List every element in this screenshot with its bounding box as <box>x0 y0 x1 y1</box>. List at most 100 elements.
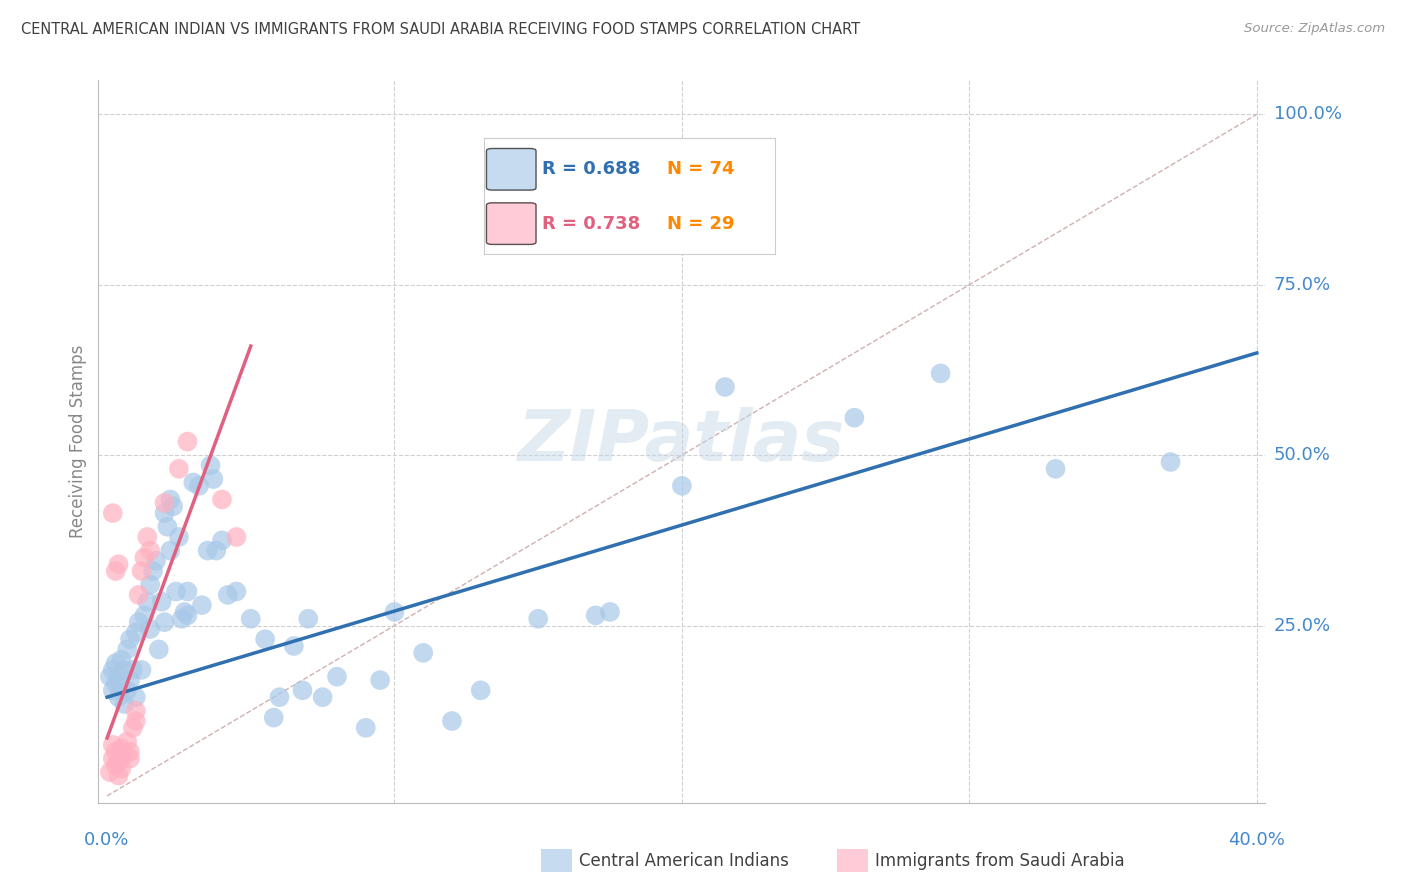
Point <box>283 639 305 653</box>
Point <box>211 533 233 548</box>
Point <box>167 462 190 476</box>
Point <box>205 543 228 558</box>
Point <box>118 751 141 765</box>
Point <box>107 755 129 769</box>
Point <box>112 697 135 711</box>
Point <box>125 690 148 705</box>
Text: ZIPatlas: ZIPatlas <box>519 407 845 476</box>
Point <box>104 758 127 772</box>
Point <box>107 690 129 705</box>
Point <box>104 656 127 670</box>
Point <box>297 612 319 626</box>
Point <box>101 506 124 520</box>
Point <box>173 605 195 619</box>
Point <box>191 598 214 612</box>
Point <box>112 663 135 677</box>
Point <box>134 550 156 565</box>
Point <box>176 608 198 623</box>
Point <box>929 367 952 381</box>
Point <box>153 615 176 630</box>
Point <box>384 605 406 619</box>
Point <box>136 530 159 544</box>
Point <box>101 683 124 698</box>
Point <box>131 663 153 677</box>
Point <box>170 612 193 626</box>
Point <box>1160 455 1182 469</box>
Point <box>585 608 607 623</box>
Point <box>153 506 176 520</box>
Point <box>139 622 162 636</box>
Point <box>225 530 247 544</box>
Point <box>139 577 162 591</box>
Point <box>217 588 239 602</box>
Point <box>153 496 176 510</box>
Text: Central American Indians: Central American Indians <box>579 852 789 870</box>
Point <box>150 595 173 609</box>
Point <box>115 734 138 748</box>
Point <box>263 710 285 724</box>
Y-axis label: Receiving Food Stamps: Receiving Food Stamps <box>69 345 87 538</box>
Point <box>1045 462 1067 476</box>
Point <box>122 721 145 735</box>
Point <box>98 765 121 780</box>
Point <box>125 714 148 728</box>
Point <box>128 588 150 602</box>
Point <box>181 475 204 490</box>
Point <box>200 458 222 473</box>
Point <box>112 748 135 763</box>
Point <box>844 410 866 425</box>
Point <box>110 762 132 776</box>
Point <box>326 670 349 684</box>
Point <box>107 558 129 572</box>
Point <box>134 608 156 623</box>
Text: 50.0%: 50.0% <box>1274 446 1330 464</box>
Point <box>142 564 165 578</box>
Point <box>148 642 170 657</box>
Text: 75.0%: 75.0% <box>1274 276 1331 293</box>
Point <box>354 721 377 735</box>
Point <box>139 543 162 558</box>
Point <box>98 670 121 684</box>
Point <box>254 632 277 647</box>
Point <box>311 690 333 705</box>
Point <box>202 472 225 486</box>
Point <box>671 479 693 493</box>
Point <box>412 646 434 660</box>
Point <box>176 434 198 449</box>
Point <box>110 653 132 667</box>
Point <box>162 500 184 514</box>
Text: Source: ZipAtlas.com: Source: ZipAtlas.com <box>1244 22 1385 36</box>
Point <box>104 745 127 759</box>
Point <box>118 745 141 759</box>
Point <box>131 564 153 578</box>
Point <box>107 768 129 782</box>
Point <box>239 612 262 626</box>
Point <box>128 615 150 630</box>
Text: 25.0%: 25.0% <box>1274 616 1331 634</box>
Point <box>104 676 127 690</box>
Point <box>125 704 148 718</box>
Point <box>118 632 141 647</box>
Point <box>159 543 181 558</box>
Point <box>165 584 187 599</box>
Text: 100.0%: 100.0% <box>1274 105 1341 123</box>
Point <box>136 595 159 609</box>
Point <box>156 520 179 534</box>
Point <box>176 584 198 599</box>
Point <box>118 673 141 687</box>
Point <box>145 554 167 568</box>
Point <box>107 670 129 684</box>
Point <box>599 605 621 619</box>
Point <box>101 738 124 752</box>
Point <box>225 584 247 599</box>
Point <box>115 683 138 698</box>
Point <box>527 612 550 626</box>
Point <box>368 673 391 687</box>
Point <box>714 380 737 394</box>
Point <box>167 530 190 544</box>
Point <box>440 714 463 728</box>
Text: CENTRAL AMERICAN INDIAN VS IMMIGRANTS FROM SAUDI ARABIA RECEIVING FOOD STAMPS CO: CENTRAL AMERICAN INDIAN VS IMMIGRANTS FR… <box>21 22 860 37</box>
Point <box>122 663 145 677</box>
Point <box>269 690 291 705</box>
Point <box>101 663 124 677</box>
